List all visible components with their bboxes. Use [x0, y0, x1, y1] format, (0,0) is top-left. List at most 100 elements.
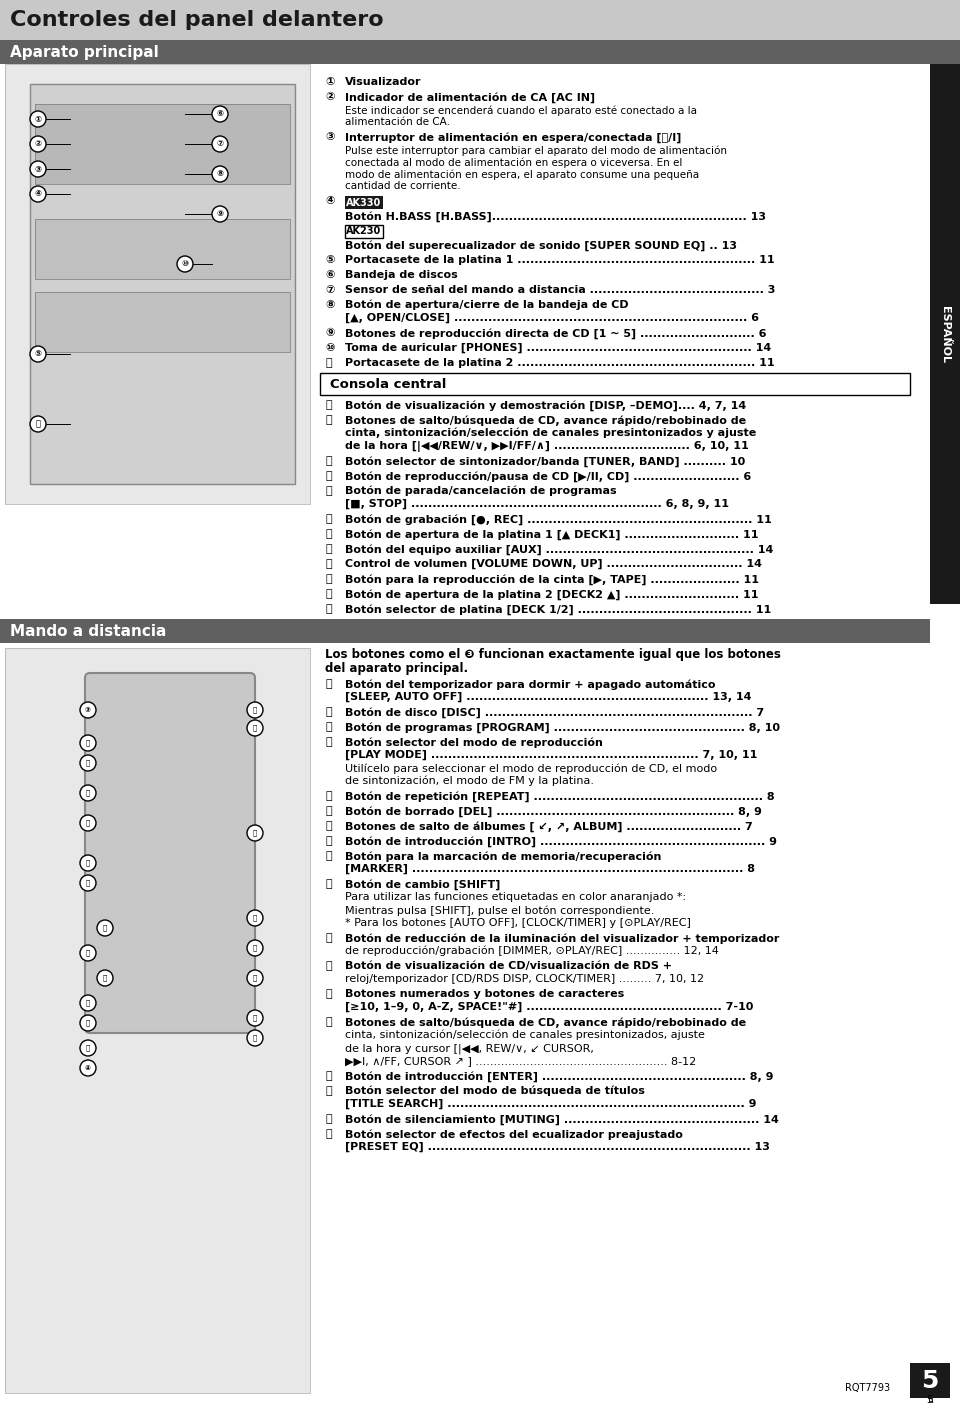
Text: ㊶: ㊶	[325, 1129, 331, 1139]
Text: ㉙: ㉙	[85, 880, 90, 887]
Text: Consola central: Consola central	[330, 377, 446, 390]
Circle shape	[247, 1030, 263, 1047]
Text: ㉜: ㉜	[85, 1045, 90, 1051]
Text: [MARKER] .......................................................................: [MARKER] ...............................…	[345, 864, 755, 874]
Circle shape	[80, 755, 96, 772]
Circle shape	[80, 735, 96, 751]
Bar	[180, 916, 210, 939]
Text: ④: ④	[85, 1065, 91, 1070]
Bar	[345, 196, 383, 209]
Circle shape	[80, 1061, 96, 1076]
Text: Botón de introducción [ENTER] ................................................ 8: Botón de introducción [ENTER] ..........…	[345, 1070, 774, 1082]
Bar	[5, 648, 310, 1393]
Text: ESPAÑOL: ESPAÑOL	[940, 306, 950, 362]
Text: ⑱: ⑱	[325, 529, 331, 539]
Text: Mando a distancia: Mando a distancia	[10, 623, 166, 638]
Text: ⑨: ⑨	[216, 209, 224, 219]
Text: [■, STOP] ........................................................... 6, 8, 9, 1: [■, STOP] ..............................…	[345, 499, 729, 509]
Text: Botón del equipo auxiliar [AUX] ................................................: Botón del equipo auxiliar [AUX] ........…	[345, 544, 774, 554]
Text: Botón selector de sintonizador/banda [TUNER, BAND] .......... 10: Botón selector de sintonizador/banda [TU…	[345, 456, 745, 467]
Text: Botones de salto/búsqueda de CD, avance rápido/rebobinado de: Botones de salto/búsqueda de CD, avance …	[345, 1017, 746, 1027]
Bar	[145, 852, 175, 874]
Text: Botones de salto de álbumes [ ↙, ↗, ALBUM] ........................... 7: Botones de salto de álbumes [ ↙, ↗, ALBU…	[345, 821, 753, 832]
Text: * Para los botones [AUTO OFF], [CLOCK/TIMER] y [⊙PLAY/REC]: * Para los botones [AUTO OFF], [CLOCK/TI…	[345, 918, 691, 927]
Bar	[170, 953, 198, 975]
Bar	[110, 852, 140, 874]
Bar	[180, 798, 210, 819]
Bar	[180, 825, 210, 847]
Text: ㊴: ㊴	[325, 1086, 331, 1096]
Text: Los botones como el ❸ funcionan exactamente igual que los botones: Los botones como el ❸ funcionan exactame…	[325, 648, 780, 661]
Text: [≥10, 1–9, 0, A-Z, SPACE!"#] .............................................. 7-10: [≥10, 1–9, 0, A-Z, SPACE!"#] ...........…	[345, 1002, 754, 1013]
Text: ㉚: ㉚	[325, 821, 331, 831]
Bar	[930, 65, 960, 605]
Text: Botón para la marcación de memoria/recuperación: Botón para la marcación de memoria/recup…	[345, 852, 661, 861]
Text: ①: ①	[325, 77, 334, 87]
Text: Botón de apertura/cierre de la bandeja de CD: Botón de apertura/cierre de la bandeja d…	[345, 300, 629, 310]
Text: ⑧: ⑧	[325, 300, 334, 310]
Text: conectada al modo de alimentación en espera o viceversa. En el: conectada al modo de alimentación en esp…	[345, 157, 683, 167]
Text: ⑫: ⑫	[325, 400, 331, 410]
Text: Botones numerados y botones de caracteres: Botones numerados y botones de caractere…	[345, 989, 624, 999]
Circle shape	[247, 702, 263, 718]
Bar	[100, 699, 240, 738]
Bar	[345, 224, 383, 239]
Bar	[180, 880, 210, 901]
Text: Este indicador se encenderá cuando el aparato esté conectado a la: Este indicador se encenderá cuando el ap…	[345, 105, 697, 115]
Text: ㉟: ㉟	[252, 725, 257, 731]
Text: modo de alimentación en espera, el aparato consume una pequeña: modo de alimentación en espera, el apara…	[345, 168, 699, 180]
Circle shape	[247, 911, 263, 926]
Circle shape	[247, 825, 263, 840]
Text: ⑳: ⑳	[103, 975, 108, 981]
Bar	[5, 648, 310, 1393]
Bar	[0, 0, 960, 41]
Bar	[100, 953, 128, 975]
Text: ③: ③	[35, 164, 41, 174]
Text: 5: 5	[922, 1368, 939, 1393]
Text: ⑭: ⑭	[325, 456, 331, 466]
Text: ㉕: ㉕	[325, 707, 331, 717]
Text: de sintonización, el modo de FM y la platina.: de sintonización, el modo de FM y la pla…	[345, 776, 594, 787]
Text: de la hora y cursor [|◀◀, REW/∨, ↙ CURSOR,: de la hora y cursor [|◀◀, REW/∨, ↙ CURSO…	[345, 1042, 594, 1054]
Text: ④: ④	[325, 196, 334, 206]
Text: Toma de auricular [PHONES] .....................................................: Toma de auricular [PHONES] .............…	[345, 342, 771, 354]
Text: ⑮: ⑮	[325, 471, 331, 481]
Bar	[110, 825, 140, 847]
Text: Botones de reproducción directa de CD [1 ~ 5] ........................... 6: Botones de reproducción directa de CD [1…	[345, 328, 766, 338]
Text: ⑭: ⑭	[103, 925, 108, 932]
Text: Bandeja de discos: Bandeja de discos	[345, 269, 458, 281]
Text: ㉙: ㉙	[325, 805, 331, 817]
Bar	[30, 84, 295, 484]
Circle shape	[30, 187, 46, 202]
Text: ㊳: ㊳	[325, 1070, 331, 1080]
Text: del aparato principal.: del aparato principal.	[325, 662, 468, 675]
Text: ㉔: ㉔	[325, 679, 331, 689]
Text: [▲, OPEN/CLOSE] ................................................................: [▲, OPEN/CLOSE] ........................…	[345, 313, 759, 323]
Text: ㊱: ㊱	[325, 989, 331, 999]
Text: cantidad de corriente.: cantidad de corriente.	[345, 181, 461, 191]
Text: Utilícelo para seleccionar el modo de reproducción de CD, el modo: Utilícelo para seleccionar el modo de re…	[345, 763, 717, 773]
Text: ②: ②	[325, 93, 334, 102]
Text: [SLEEP, AUTO OFF] ......................................................... 13, : [SLEEP, AUTO OFF] ......................…	[345, 692, 752, 703]
Text: Botón de visualización y demostración [DISP, –DEMO].... 4, 7, 14: Botón de visualización y demostración [D…	[345, 400, 746, 411]
Bar	[180, 798, 210, 819]
Bar	[145, 880, 175, 901]
Text: Botón del temporizador para dormir + apagado automático: Botón del temporizador para dormir + apa…	[345, 679, 715, 689]
Text: Botón de borrado [DEL] ........................................................ : Botón de borrado [DEL] .................…	[345, 805, 762, 817]
Text: ㉖: ㉖	[325, 723, 331, 732]
Text: [PLAY MODE] ............................................................... 7, 1: [PLAY MODE] ............................…	[345, 751, 757, 760]
Text: ㉛: ㉛	[325, 836, 331, 846]
Text: Botón de silenciamiento [MUTING] .............................................. : Botón de silenciamiento [MUTING] .......…	[345, 1114, 779, 1125]
Text: ⑯: ⑯	[325, 485, 331, 497]
Text: ㉕: ㉕	[85, 759, 90, 766]
Text: ㉞: ㉞	[252, 707, 257, 713]
Text: ⑦: ⑦	[325, 285, 334, 295]
Text: ㉔: ㉔	[85, 739, 90, 746]
Text: ▶▶I, ∧/FF, CURSOR ↗ ] ..................................................... 8-12: ▶▶I, ∧/FF, CURSOR ↗ ] ..................…	[345, 1056, 696, 1066]
Text: ⑤: ⑤	[35, 349, 41, 359]
Text: Botón de repetición [REPEAT] ...................................................: Botón de repetición [REPEAT] ...........…	[345, 791, 775, 801]
Text: Para utilizar las funciones etiquetadas en color anaranjado *:: Para utilizar las funciones etiquetadas …	[345, 892, 686, 902]
Text: de la hora [|◀◀/REW/∨, ▶▶I/FF/∧] ................................ 6, 10, 11: de la hora [|◀◀/REW/∨, ▶▶I/FF/∧] .......…	[345, 441, 749, 452]
Circle shape	[80, 854, 96, 871]
Text: Botón de parada/cancelación de programas: Botón de parada/cancelación de programas	[345, 485, 616, 497]
